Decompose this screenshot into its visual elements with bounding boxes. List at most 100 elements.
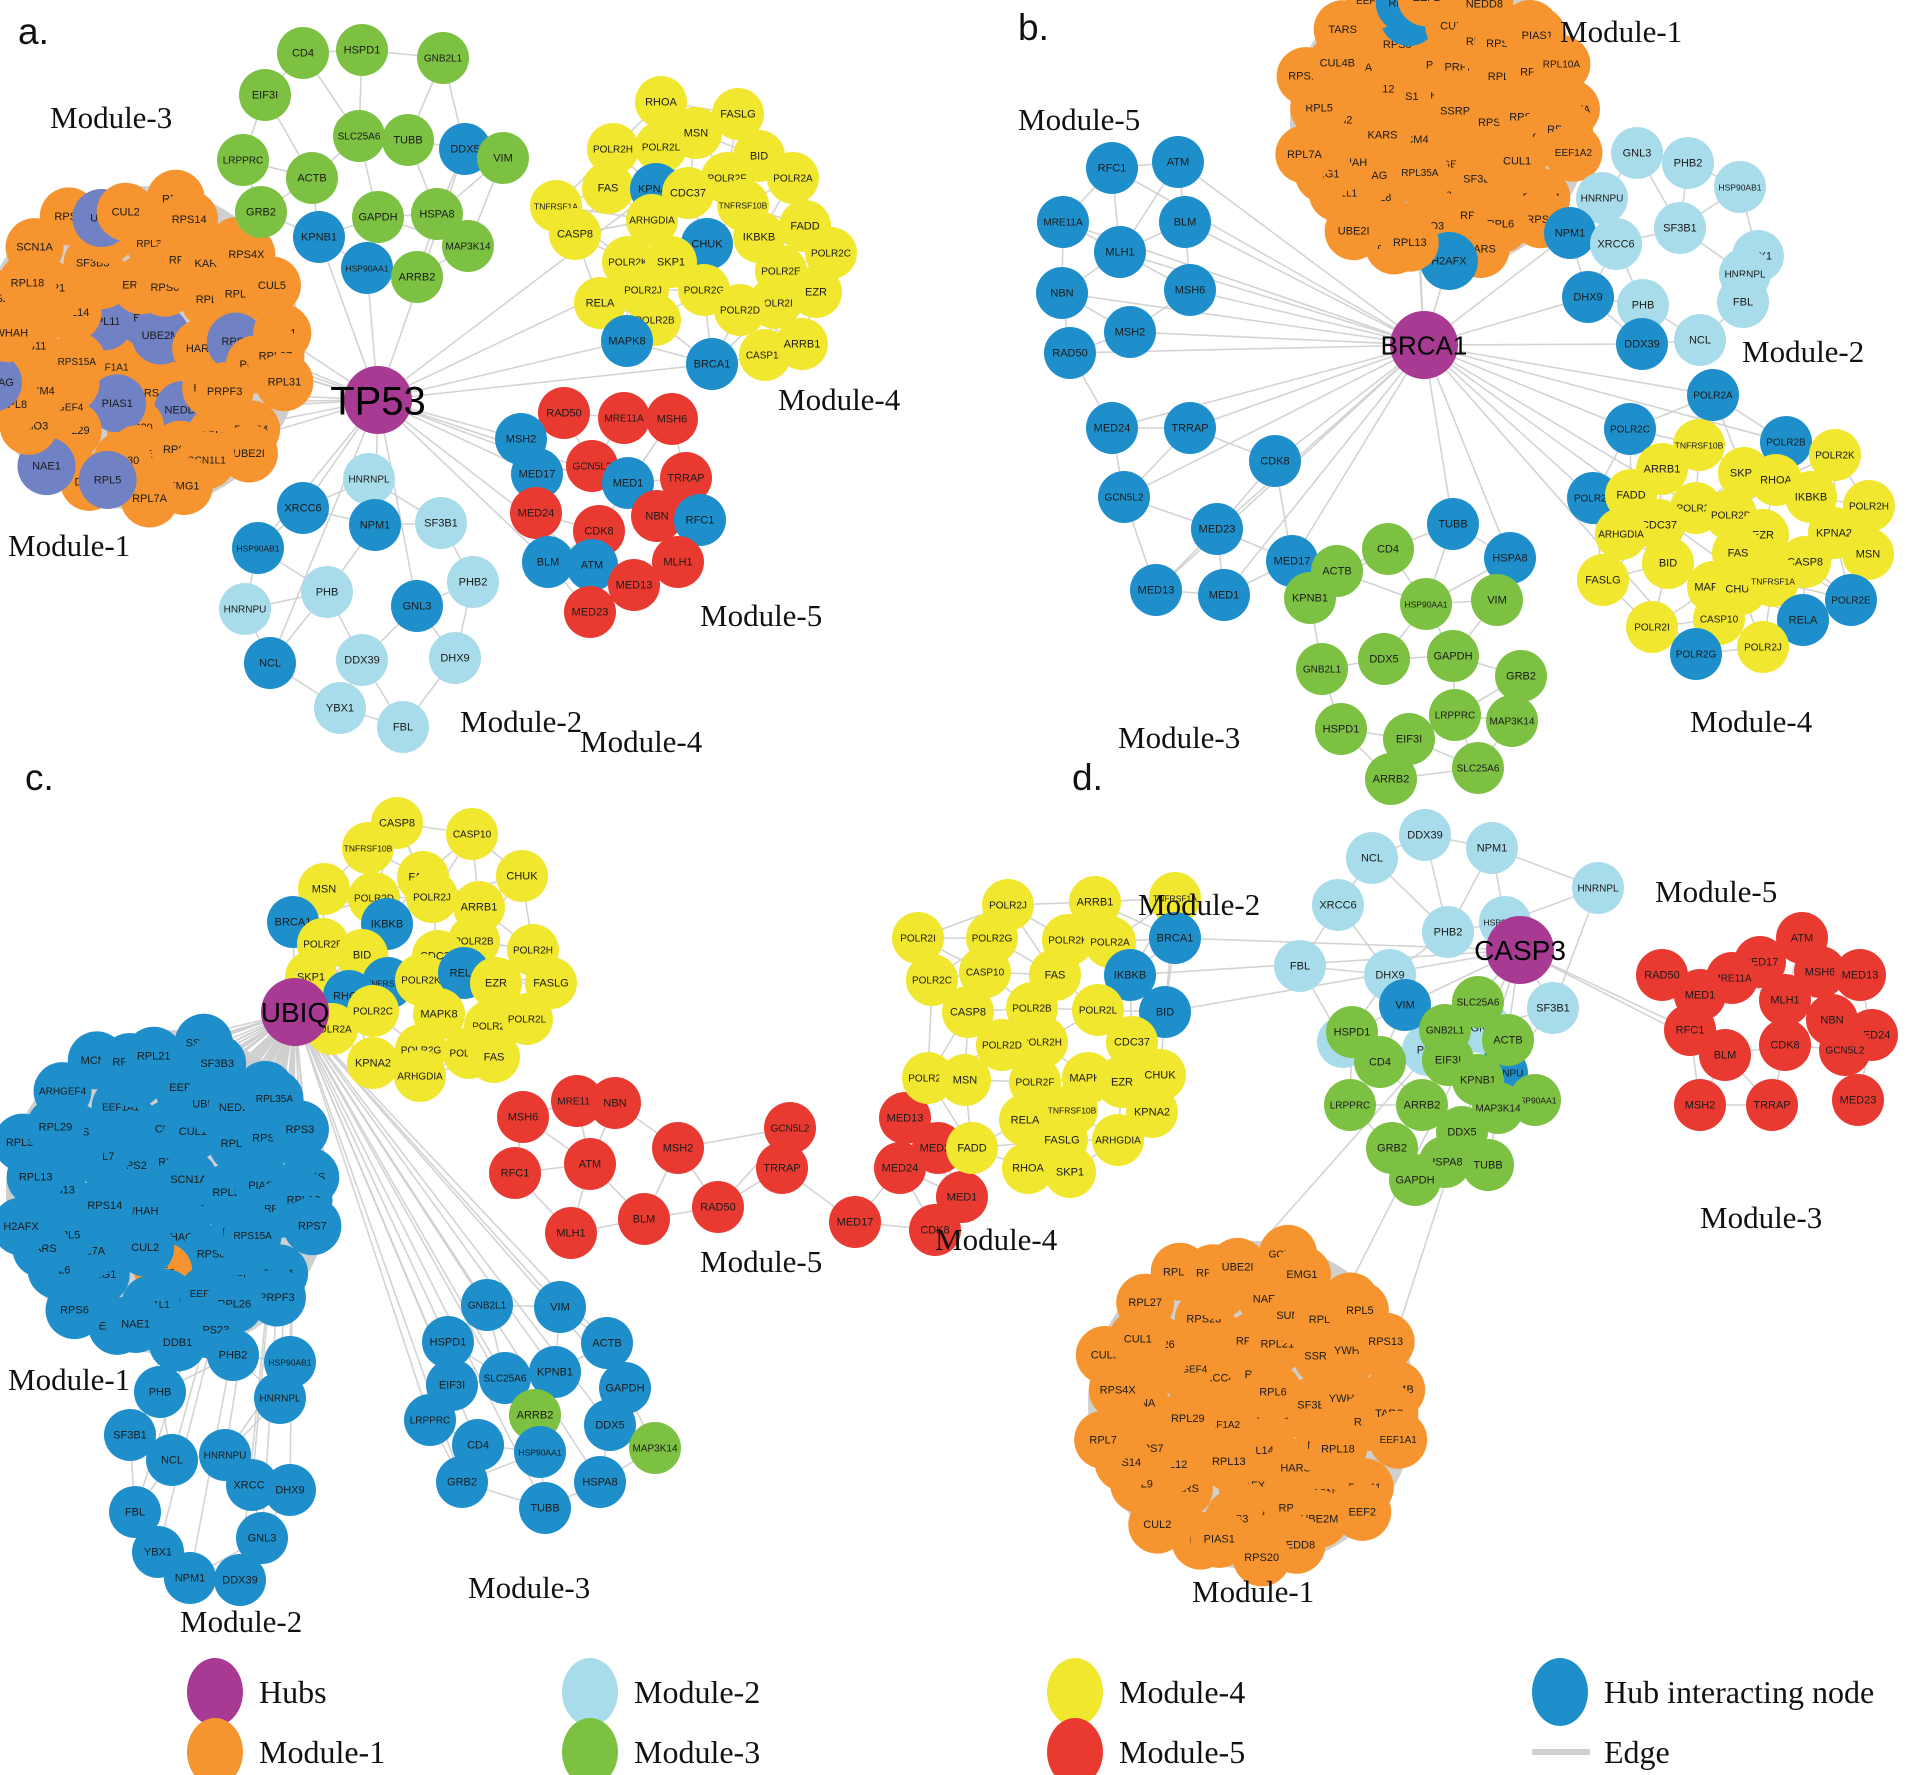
node-TRRAP[interactable] xyxy=(756,1142,808,1194)
node-RAD50[interactable] xyxy=(692,1181,744,1233)
node-NPM1[interactable] xyxy=(1544,207,1596,259)
node-MSN[interactable] xyxy=(298,863,350,915)
node-HNRNPL[interactable] xyxy=(1572,862,1624,914)
node-CD4[interactable] xyxy=(277,27,329,79)
node-GNB2L1[interactable] xyxy=(1296,643,1348,695)
node-MED17[interactable] xyxy=(511,448,563,500)
node-GRB2[interactable] xyxy=(436,1456,488,1508)
node-PRPF3[interactable] xyxy=(247,1268,306,1327)
hub-node-CASP3[interactable] xyxy=(1486,916,1554,984)
node-VIM[interactable] xyxy=(534,1281,586,1333)
node-FBL[interactable] xyxy=(377,701,429,753)
node-CUL2[interactable] xyxy=(96,182,155,241)
node-PIAS1[interactable] xyxy=(88,374,147,433)
node-DDX39[interactable] xyxy=(1399,809,1451,861)
node-POLR2H[interactable] xyxy=(1843,480,1895,532)
node-ARRB2[interactable] xyxy=(391,251,443,303)
node-GNB2L1[interactable] xyxy=(417,32,469,84)
node-MLH1[interactable] xyxy=(652,536,704,588)
node-DHX9[interactable] xyxy=(264,1464,316,1516)
node-MRE11A[interactable] xyxy=(598,392,650,444)
node-ACTB[interactable] xyxy=(1482,1014,1534,1066)
node-ARHGDIA[interactable] xyxy=(626,194,678,246)
node-MED17[interactable] xyxy=(829,1196,881,1248)
node-EZR[interactable] xyxy=(470,957,522,1009)
node-CASP8[interactable] xyxy=(942,986,994,1038)
node-XRCC6[interactable] xyxy=(277,482,329,534)
node-DDX39[interactable] xyxy=(1616,318,1668,370)
node-BID[interactable] xyxy=(1139,986,1191,1038)
node-RHOA[interactable] xyxy=(1002,1142,1054,1194)
node-MED24[interactable] xyxy=(874,1142,926,1194)
node-POLR2J[interactable] xyxy=(406,871,458,923)
node-BID[interactable] xyxy=(1642,537,1694,589)
node-HSP90AB1[interactable] xyxy=(232,522,284,574)
node-ATM[interactable] xyxy=(566,539,618,591)
node-CDK8[interactable] xyxy=(1759,1019,1811,1071)
node-MRE11A[interactable] xyxy=(1037,196,1089,248)
node-MLH1[interactable] xyxy=(1759,974,1811,1026)
node-MAP3K14[interactable] xyxy=(629,1422,681,1474)
node-SF3B1[interactable] xyxy=(1654,202,1706,254)
node-XRCC6[interactable] xyxy=(226,1459,278,1511)
node-PHB2[interactable] xyxy=(1422,906,1474,958)
node-NBN[interactable] xyxy=(1036,267,1088,319)
node-BLM[interactable] xyxy=(522,536,574,588)
node-GRB2[interactable] xyxy=(1495,650,1547,702)
node-RPL13[interactable] xyxy=(1380,213,1439,272)
node-POLR2D[interactable] xyxy=(976,1019,1028,1071)
node-GAPDH[interactable] xyxy=(1389,1154,1441,1206)
node-TUBB[interactable] xyxy=(1427,498,1479,550)
node-MAPK8[interactable] xyxy=(601,315,653,367)
node-MED1[interactable] xyxy=(1198,569,1250,621)
node-HSPD1[interactable] xyxy=(336,24,388,76)
node-RPS7[interactable] xyxy=(283,1197,342,1256)
node-FASLG[interactable] xyxy=(1577,554,1629,606)
node-MED23[interactable] xyxy=(1832,1074,1884,1126)
node-ARRB1[interactable] xyxy=(776,318,828,370)
node-POLR2I[interactable] xyxy=(892,912,944,964)
node-TUBB[interactable] xyxy=(382,114,434,166)
node-PHB2[interactable] xyxy=(207,1329,259,1381)
node-ACTB[interactable] xyxy=(581,1317,633,1369)
node-LRPPRC[interactable] xyxy=(217,134,269,186)
node-POLR2C[interactable] xyxy=(906,954,958,1006)
node-DDX39[interactable] xyxy=(336,634,388,686)
node-SF3B1[interactable] xyxy=(1527,982,1579,1034)
node-POLR2C[interactable] xyxy=(1604,403,1656,455)
node-ARRB2[interactable] xyxy=(1396,1079,1448,1131)
node-MLH1[interactable] xyxy=(1094,226,1146,278)
node-RPL13[interactable] xyxy=(1199,1432,1258,1491)
node-FAS[interactable] xyxy=(468,1031,520,1083)
node-PHB[interactable] xyxy=(134,1366,186,1418)
node-H2AFX[interactable] xyxy=(0,1197,51,1256)
node-POLR2C[interactable] xyxy=(347,985,399,1037)
node-RPS3[interactable] xyxy=(270,1100,329,1159)
node-POLR2L[interactable] xyxy=(1567,472,1619,524)
node-XRCC6[interactable] xyxy=(1312,879,1364,931)
node-POLR2D[interactable] xyxy=(714,284,766,336)
node-YWHAG[interactable] xyxy=(0,353,23,411)
node-TNFRSF10B[interactable] xyxy=(342,822,394,874)
node-POLR2C[interactable] xyxy=(805,227,857,279)
node-EIF3I[interactable] xyxy=(1383,713,1435,765)
node-VIM[interactable] xyxy=(477,132,529,184)
node-HSPA8[interactable] xyxy=(1484,532,1536,584)
node-MSH2[interactable] xyxy=(652,1122,704,1174)
node-MED13[interactable] xyxy=(879,1092,931,1144)
node-RPS14[interactable] xyxy=(160,190,219,249)
node-ARHGDIA[interactable] xyxy=(1595,508,1647,560)
node-PHB[interactable] xyxy=(1617,279,1669,331)
node-RPS13[interactable] xyxy=(1356,1312,1415,1371)
node-NCL[interactable] xyxy=(1346,832,1398,884)
node-NPM1[interactable] xyxy=(164,1552,216,1604)
node-MRE11A[interactable] xyxy=(551,1075,603,1127)
node-MSH2[interactable] xyxy=(1104,306,1156,358)
node-SF3B3[interactable] xyxy=(188,1034,247,1093)
node-POLR2A[interactable] xyxy=(767,152,819,204)
node-RELA[interactable] xyxy=(574,277,626,329)
node-SKP1[interactable] xyxy=(1044,1146,1096,1198)
node-FASLG[interactable] xyxy=(712,88,764,140)
node-SLC25A6[interactable] xyxy=(479,1352,531,1404)
node-DDX5[interactable] xyxy=(1358,633,1410,685)
